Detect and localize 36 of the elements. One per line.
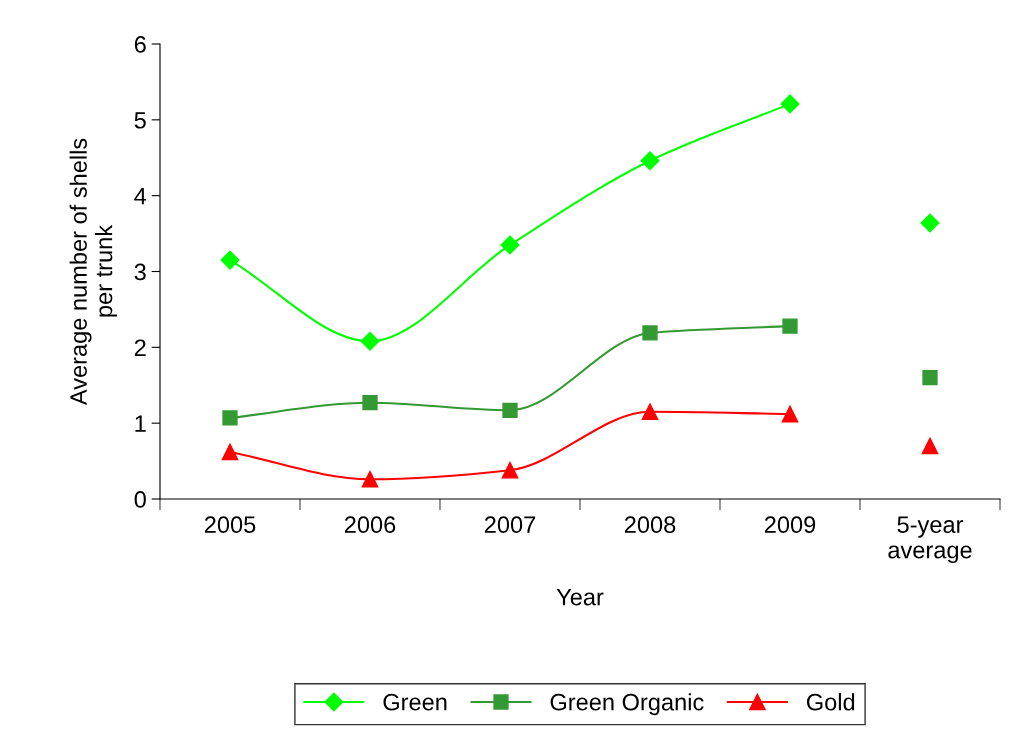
point [360, 331, 380, 351]
x-tick-label: 2007 [484, 516, 536, 534]
x-tick-label: 2005 [204, 516, 256, 534]
point [921, 437, 939, 455]
y-tick-label: 6 [134, 36, 146, 53]
x-tick-label: 2009 [764, 516, 816, 534]
point [641, 403, 659, 421]
legend-label: Green Organic [550, 693, 704, 716]
legend-label: Green [383, 693, 447, 711]
point [220, 250, 240, 270]
point [780, 94, 800, 114]
y-tick-label: 5 [134, 112, 146, 129]
point [640, 151, 660, 171]
x-tick-label: 5-year average [888, 516, 972, 564]
point [500, 235, 520, 255]
point [362, 395, 378, 411]
point [922, 370, 938, 386]
y-tick-label: 3 [134, 263, 146, 281]
point [781, 405, 799, 423]
y-tick-label: 0 [134, 491, 146, 508]
y-axis-title: Average number of shells per trunk [69, 138, 118, 406]
point [501, 461, 519, 479]
point [502, 402, 518, 418]
point [920, 213, 940, 233]
x-axis-title: Year [556, 588, 604, 606]
point [782, 318, 798, 334]
legend-label: Gold [806, 693, 855, 711]
x-tick-label: 2006 [344, 516, 396, 534]
y-tick-label: 4 [134, 187, 147, 205]
point [642, 325, 658, 341]
point [361, 470, 379, 488]
point [221, 443, 239, 461]
y-tick-label: 1 [135, 415, 146, 432]
x-tick-label: 2008 [624, 516, 676, 534]
y-tick-label: 2 [134, 339, 146, 356]
point [222, 410, 238, 426]
